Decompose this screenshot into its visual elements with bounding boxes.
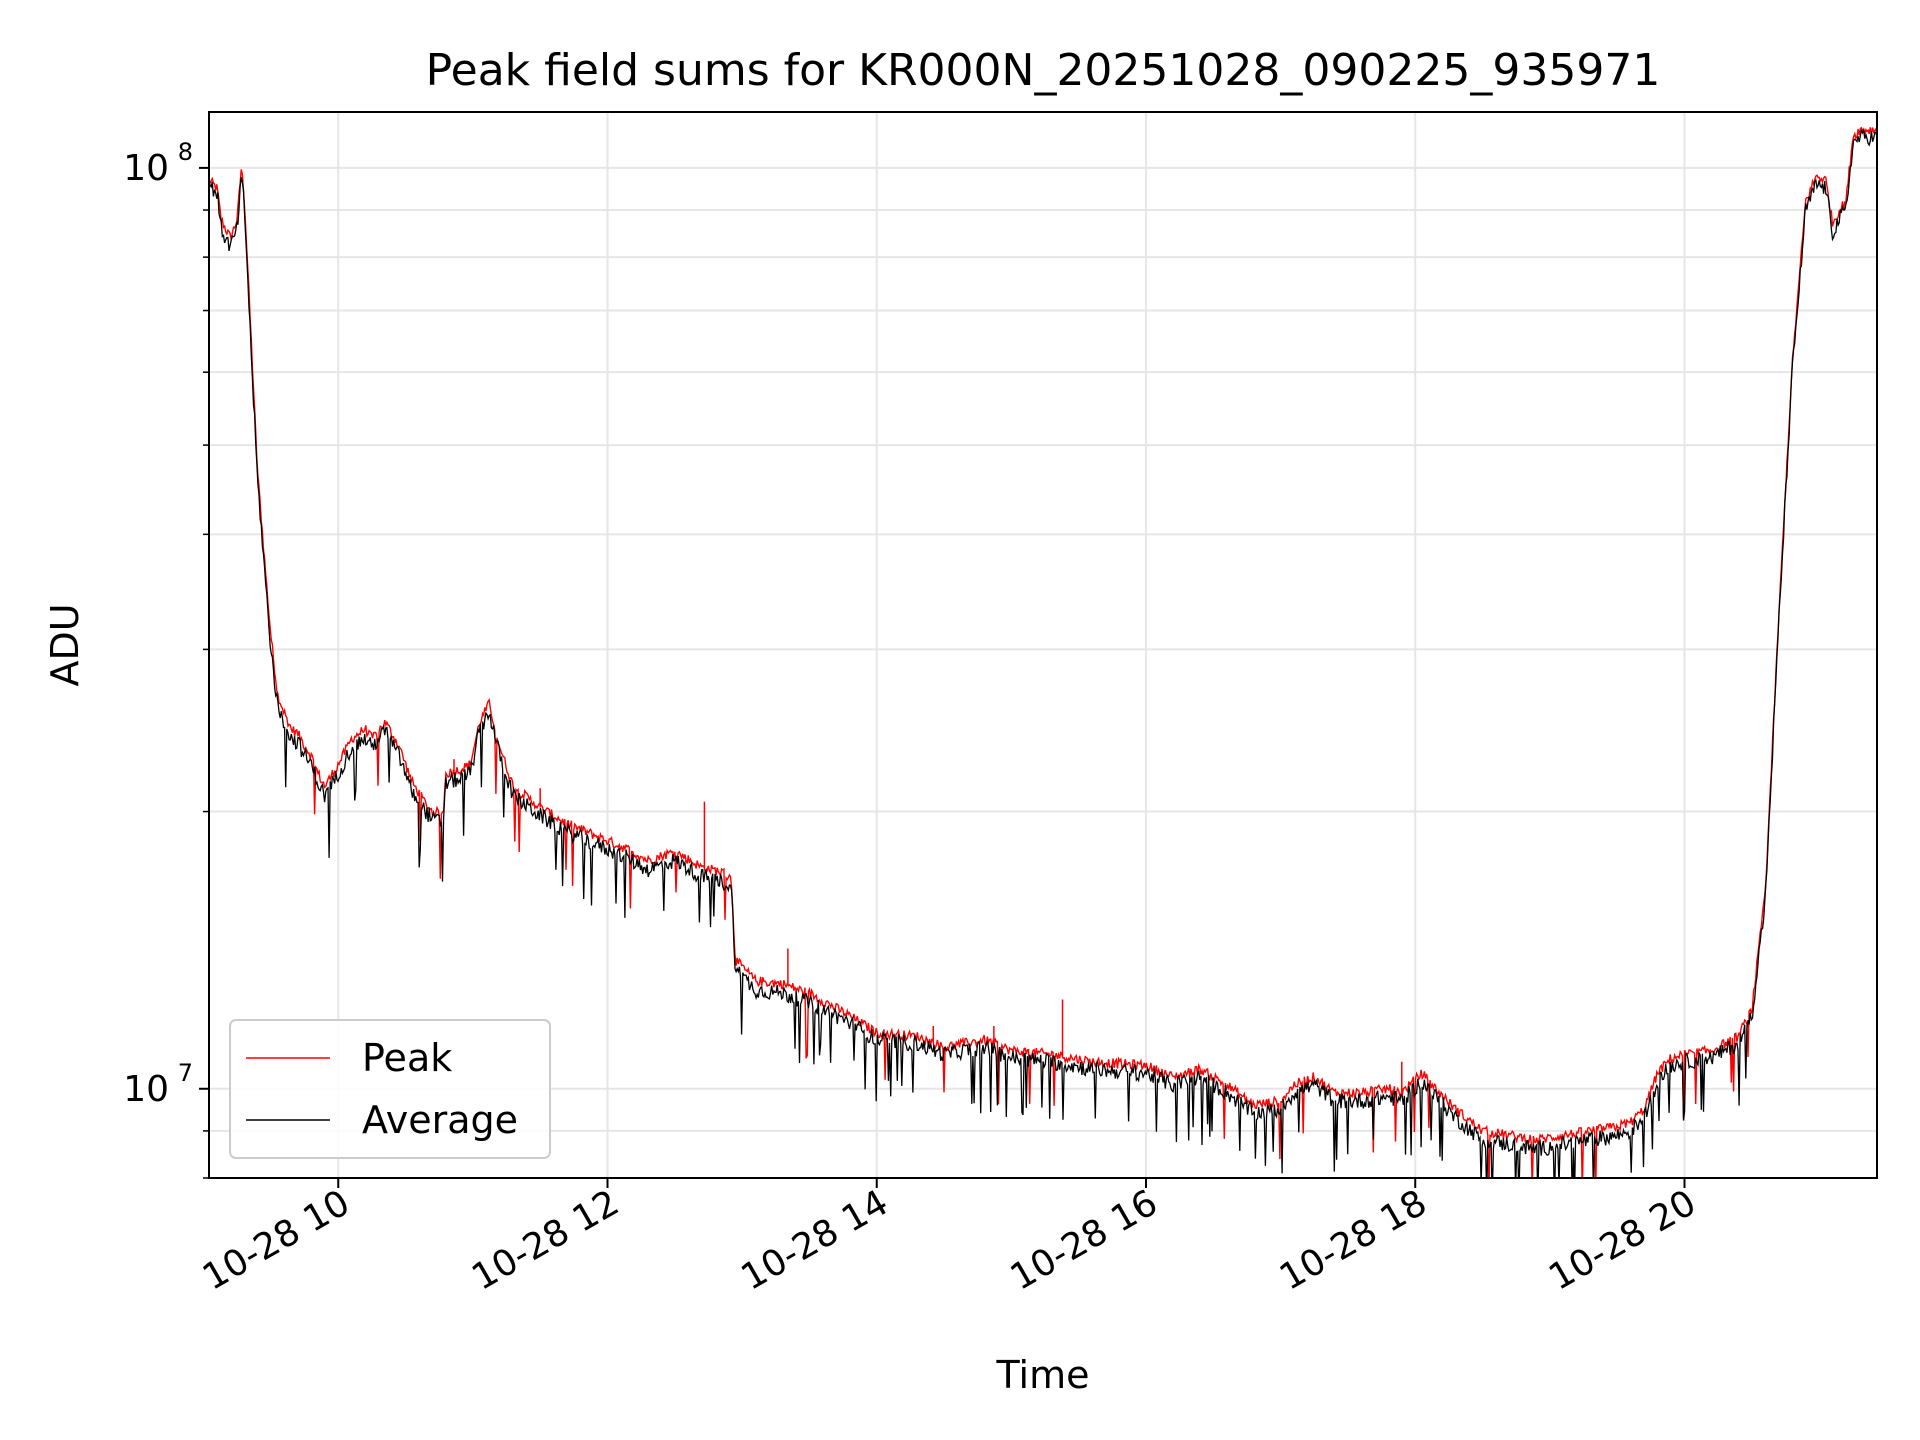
series-line-peak <box>209 126 1877 1178</box>
x-tick-label: 10-28 10 <box>196 1182 357 1298</box>
x-axis-label: Time <box>996 1353 1090 1397</box>
y-tick-label: 10 <box>123 1069 169 1110</box>
series-layer <box>209 126 1877 1178</box>
grid-lines <box>209 112 1877 1179</box>
x-tick-label: 10-28 18 <box>1273 1182 1434 1298</box>
y-tick-exponent: 8 <box>178 138 193 166</box>
chart-title: Peak field sums for KR000N_20251028_0902… <box>426 45 1661 96</box>
x-tick-label: 10-28 20 <box>1542 1182 1703 1298</box>
legend: Peak Average <box>229 1019 551 1159</box>
y-tick-label: 10 <box>123 148 169 189</box>
x-tick-label: 10-28 16 <box>1004 1182 1165 1298</box>
legend-label-average: Average <box>362 1098 518 1142</box>
legend-label-peak: Peak <box>362 1036 452 1080</box>
legend-box <box>229 1019 551 1159</box>
series-line-average <box>209 128 1877 1178</box>
x-tick-label: 10-28 12 <box>465 1182 626 1298</box>
y-tick-exponent: 7 <box>178 1059 193 1087</box>
y-axis-label: ADU <box>43 603 87 686</box>
x-tick-label: 10-28 14 <box>735 1182 896 1298</box>
plot-frame <box>208 111 1878 1179</box>
